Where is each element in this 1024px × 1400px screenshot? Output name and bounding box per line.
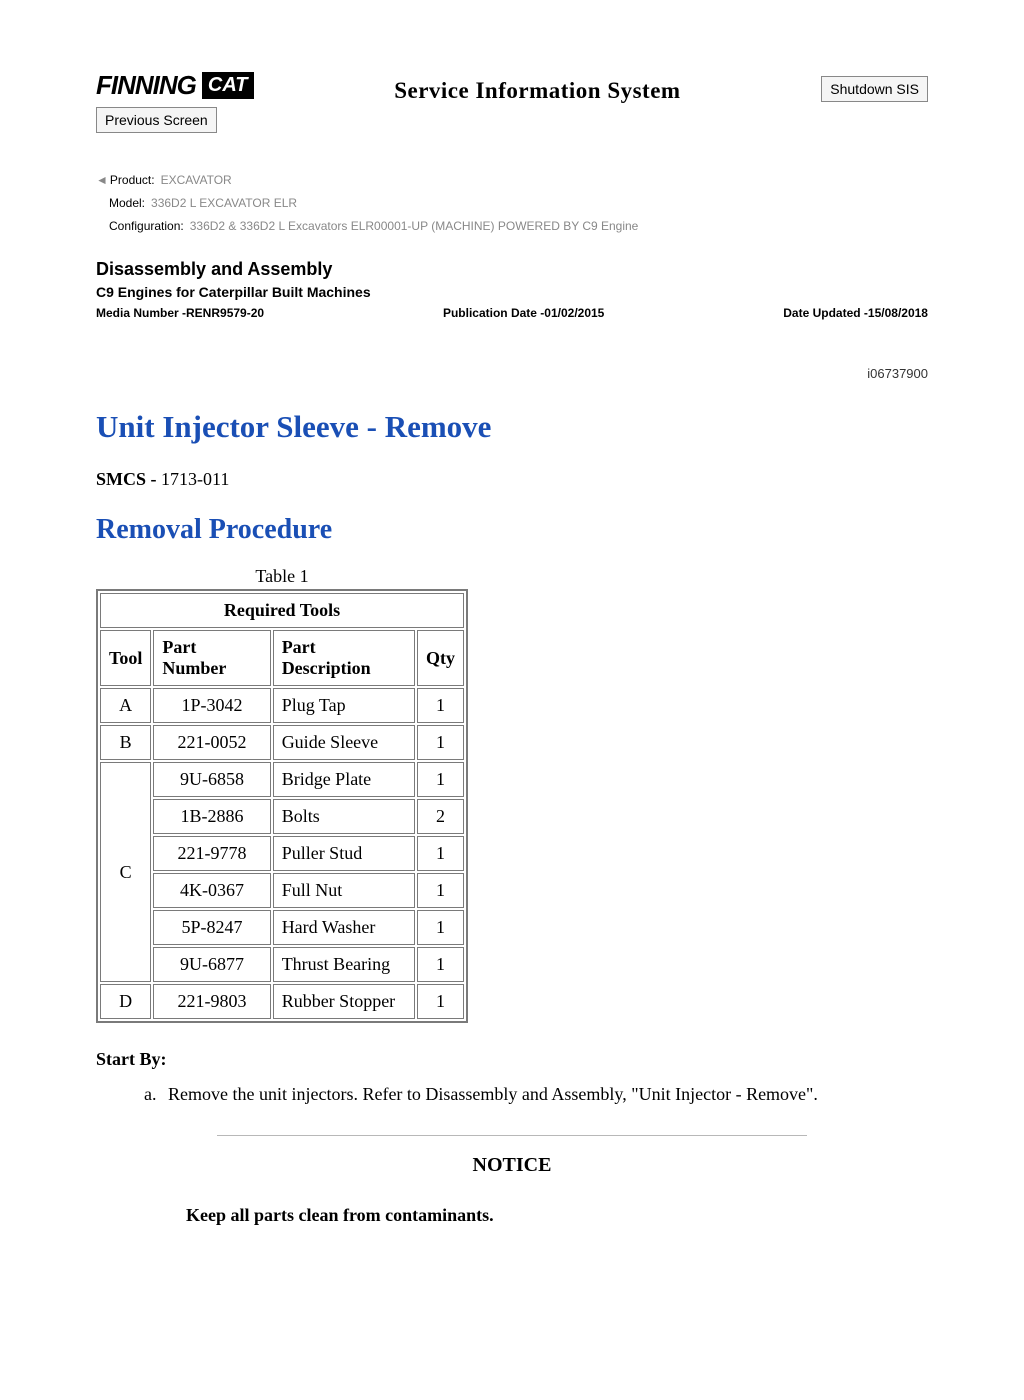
logo: FINNING CAT: [96, 70, 254, 101]
meta-product-row: ◄ Product: EXCAVATOR: [96, 169, 928, 192]
meta-model-value: 336D2 L EXCAVATOR ELR: [151, 192, 297, 215]
table-header: Required Tools: [100, 593, 464, 628]
meta-config-row: Configuration: 336D2 & 336D2 L Excavator…: [96, 215, 928, 238]
cell-part-number: 1B-2886: [153, 799, 270, 834]
cell-qty: 1: [417, 836, 464, 871]
col-part-number: Part Number: [153, 630, 270, 686]
cell-part-number: 9U-6858: [153, 762, 270, 797]
table-row: 221-9778Puller Stud1: [100, 836, 464, 871]
smcs-code: 1713-011: [161, 469, 229, 489]
table-column-row: Tool Part Number Part Description Qty: [100, 630, 464, 686]
cell-tool: A: [100, 688, 151, 723]
header-bar: FINNING CAT Previous Screen Service Info…: [96, 70, 928, 133]
list-text: Remove the unit injectors. Refer to Disa…: [168, 1084, 818, 1105]
product-meta: ◄ Product: EXCAVATOR Model: 336D2 L EXCA…: [96, 169, 928, 237]
cell-qty: 1: [417, 873, 464, 908]
meta-product-value: EXCAVATOR: [161, 169, 232, 192]
meta-model-label: Model:: [109, 192, 145, 215]
cell-part-number: 221-9803: [153, 984, 270, 1019]
cell-tool: D: [100, 984, 151, 1019]
notice-body: Keep all parts clean from contaminants.: [186, 1205, 928, 1226]
list-marker: a.: [144, 1084, 168, 1105]
doc-section: Disassembly and Assembly: [96, 259, 928, 280]
cell-part-description: Bridge Plate: [273, 762, 415, 797]
main-title: Unit Injector Sleeve - Remove: [96, 409, 928, 445]
cell-qty: 1: [417, 984, 464, 1019]
table-row: 1B-2886Bolts2: [100, 799, 464, 834]
table-row: C9U-6858Bridge Plate1: [100, 762, 464, 797]
start-by-list: a. Remove the unit injectors. Refer to D…: [96, 1084, 928, 1105]
doc-pub-date: Publication Date -01/02/2015: [443, 306, 604, 320]
cell-part-number: 221-0052: [153, 725, 270, 760]
start-by-heading: Start By:: [96, 1049, 928, 1070]
logo-cat-badge: CAT: [202, 72, 254, 99]
shutdown-sis-button[interactable]: Shutdown SIS: [821, 76, 928, 102]
doc-media-number: Media Number -RENR9579-20: [96, 306, 264, 320]
previous-screen-button[interactable]: Previous Screen: [96, 107, 217, 133]
doc-date-updated: Date Updated -15/08/2018: [783, 306, 928, 320]
cell-part-description: Bolts: [273, 799, 415, 834]
smcs-line: SMCS - 1713-011: [96, 469, 928, 490]
notice-heading: NOTICE: [96, 1154, 928, 1177]
doc-subject: C9 Engines for Caterpillar Built Machine…: [96, 284, 928, 300]
table-row: D221-9803Rubber Stopper1: [100, 984, 464, 1019]
smcs-label: SMCS -: [96, 469, 157, 489]
table-row: 4K-0367Full Nut1: [100, 873, 464, 908]
back-arrow-icon[interactable]: ◄: [96, 169, 108, 192]
cell-qty: 1: [417, 688, 464, 723]
cell-part-description: Rubber Stopper: [273, 984, 415, 1019]
doc-meta-row: Media Number -RENR9579-20 Publication Da…: [96, 306, 928, 320]
cell-part-description: Thrust Bearing: [273, 947, 415, 982]
meta-config-value: 336D2 & 336D2 L Excavators ELR00001-UP (…: [190, 215, 639, 238]
table-row: B221-0052Guide Sleeve1: [100, 725, 464, 760]
meta-model-row: Model: 336D2 L EXCAVATOR ELR: [96, 192, 928, 215]
cell-part-number: 4K-0367: [153, 873, 270, 908]
cell-part-description: Hard Washer: [273, 910, 415, 945]
meta-config-label: Configuration:: [109, 215, 184, 238]
col-qty: Qty: [417, 630, 464, 686]
col-tool: Tool: [100, 630, 151, 686]
cell-qty: 1: [417, 910, 464, 945]
cell-qty: 1: [417, 947, 464, 982]
cell-qty: 1: [417, 762, 464, 797]
cell-part-number: 5P-8247: [153, 910, 270, 945]
cell-part-number: 9U-6877: [153, 947, 270, 982]
page-title: Service Information System: [254, 78, 822, 104]
sub-title: Removal Procedure: [96, 514, 928, 546]
instruction-id: i06737900: [96, 366, 928, 381]
logo-block: FINNING CAT Previous Screen: [96, 70, 254, 133]
table-row: 5P-8247Hard Washer1: [100, 910, 464, 945]
cell-part-description: Puller Stud: [273, 836, 415, 871]
list-item: a. Remove the unit injectors. Refer to D…: [144, 1084, 928, 1105]
meta-product-label: Product:: [110, 169, 155, 192]
required-tools-table: Required Tools Tool Part Number Part Des…: [96, 589, 468, 1023]
cell-part-description: Plug Tap: [273, 688, 415, 723]
cell-tool: C: [100, 762, 151, 982]
col-part-description: Part Description: [273, 630, 415, 686]
cell-tool: B: [100, 725, 151, 760]
table-row: 9U-6877Thrust Bearing1: [100, 947, 464, 982]
logo-finning-text: FINNING: [96, 70, 196, 101]
table-row: A1P-3042Plug Tap1: [100, 688, 464, 723]
cell-part-description: Guide Sleeve: [273, 725, 415, 760]
cell-part-number: 221-9778: [153, 836, 270, 871]
cell-part-description: Full Nut: [273, 873, 415, 908]
doc-header: Disassembly and Assembly C9 Engines for …: [96, 259, 928, 320]
divider: [217, 1135, 807, 1136]
table-caption: Table 1: [96, 566, 468, 587]
cell-qty: 2: [417, 799, 464, 834]
cell-part-number: 1P-3042: [153, 688, 270, 723]
cell-qty: 1: [417, 725, 464, 760]
